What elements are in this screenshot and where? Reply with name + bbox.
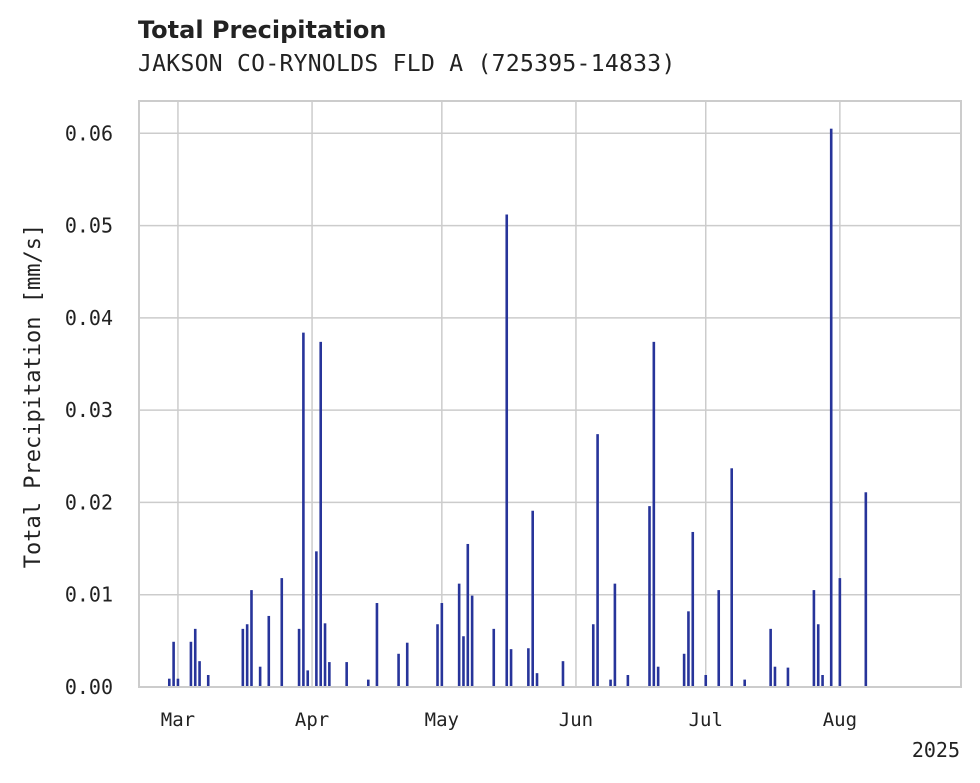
- y-tick-label: 0.03: [65, 398, 113, 422]
- precipitation-bar: [440, 603, 444, 687]
- y-tick-label: 0.02: [65, 490, 113, 514]
- precipitation-bar: [648, 506, 651, 687]
- precipitation-bar: [656, 666, 660, 687]
- precipitation-bar: [769, 628, 772, 687]
- precipitation-bar: [816, 624, 820, 687]
- precipitation-bar: [786, 667, 790, 687]
- precipitation-bar: [829, 128, 833, 687]
- precipitation-bar: [864, 492, 868, 687]
- x-tick-label: Apr: [295, 709, 329, 731]
- precipitation-bar: [730, 468, 734, 687]
- precipitation-bar: [838, 578, 842, 687]
- precipitation-bar: [297, 628, 301, 687]
- precipitation-bar: [315, 551, 318, 687]
- precipitation-bar: [258, 666, 262, 687]
- precipitation-bar: [436, 624, 439, 687]
- chart-title: Total Precipitation: [138, 16, 387, 44]
- precipitation-bar: [743, 679, 746, 687]
- precipitation-bar: [613, 583, 617, 687]
- y-tick-label: 0.00: [65, 675, 113, 699]
- precipitation-bar: [167, 678, 171, 687]
- precipitation-bar: [193, 628, 197, 687]
- precipitation-bar: [561, 661, 565, 687]
- precipitation-bar: [206, 675, 210, 687]
- precipitation-bar: [405, 642, 409, 687]
- y-tick-label: 0.05: [65, 214, 113, 238]
- precipitation-bar: [652, 341, 656, 687]
- precipitation-bar: [535, 673, 539, 687]
- x-axis-year-label: 2025: [912, 738, 960, 762]
- precipitation-bar: [609, 679, 612, 687]
- precipitation-bar: [527, 648, 530, 687]
- plot-frame: [138, 100, 962, 688]
- y-tick-label: 0.06: [65, 121, 113, 145]
- precipitation-bar: [687, 611, 690, 687]
- precipitation-bar: [596, 434, 599, 687]
- precipitation-bar: [470, 595, 474, 687]
- precipitation-bar: [591, 624, 595, 687]
- x-axis-ticks: Mar Apr May Jun Jul Aug: [161, 709, 857, 731]
- precipitation-bar: [323, 623, 327, 687]
- precipitation-bar: [302, 332, 305, 687]
- chart-subtitle: JAKSON CO-RYNOLDS FLD A (725395-14833): [138, 51, 676, 77]
- x-tick-label: Jul: [689, 709, 723, 731]
- precipitation-bar: [691, 531, 695, 687]
- x-tick-label: May: [425, 709, 459, 731]
- x-tick-label: Aug: [823, 709, 857, 731]
- precipitation-bar: [626, 675, 630, 687]
- precipitation-bar: [176, 678, 180, 687]
- precipitation-bar: [198, 661, 201, 687]
- precipitation-bar: [241, 628, 245, 687]
- precipitation-bar: [280, 578, 284, 687]
- precipitation-bar: [397, 653, 400, 687]
- precipitation-bar: [375, 603, 379, 687]
- precipitation-bar: [717, 590, 721, 687]
- precipitation-bar: [773, 666, 777, 687]
- y-axis-ticks: 0.00 0.01 0.02 0.03 0.04 0.05 0.06: [65, 121, 113, 699]
- precipitation-bar: [682, 653, 686, 687]
- y-axis-label: Total Precipitation [mm/s]: [21, 224, 46, 568]
- precipitation-bar: [189, 641, 193, 687]
- precipitation-bar: [457, 583, 461, 687]
- precipitation-bar: [821, 675, 824, 687]
- precipitation-bar: [812, 590, 816, 687]
- precipitation-bar: [245, 624, 249, 687]
- x-tick-label: Mar: [161, 709, 195, 731]
- precipitation-bar: [466, 543, 470, 687]
- precipitation-bar: [492, 628, 496, 687]
- precipitation-bar: [462, 636, 465, 687]
- precipitation-bar: [366, 679, 370, 687]
- precipitation-bar: [345, 662, 348, 687]
- precipitation-bar: [319, 341, 323, 687]
- precipitation-bar: [172, 641, 175, 687]
- y-tick-label: 0.04: [65, 306, 113, 330]
- precipitation-bar: [505, 214, 509, 687]
- y-tick-label: 0.01: [65, 583, 113, 607]
- precipitation-bar: [250, 590, 253, 687]
- precipitation-bar: [328, 662, 331, 687]
- x-tick-label: Jun: [559, 709, 593, 731]
- precipitation-bar: [267, 615, 271, 687]
- precipitation-bar: [704, 675, 708, 687]
- precipitation-bar: [531, 510, 534, 687]
- bar-series: [167, 128, 868, 687]
- precipitation-bar: [509, 649, 513, 687]
- precipitation-bar: [306, 670, 310, 687]
- grid-lines: [139, 101, 961, 688]
